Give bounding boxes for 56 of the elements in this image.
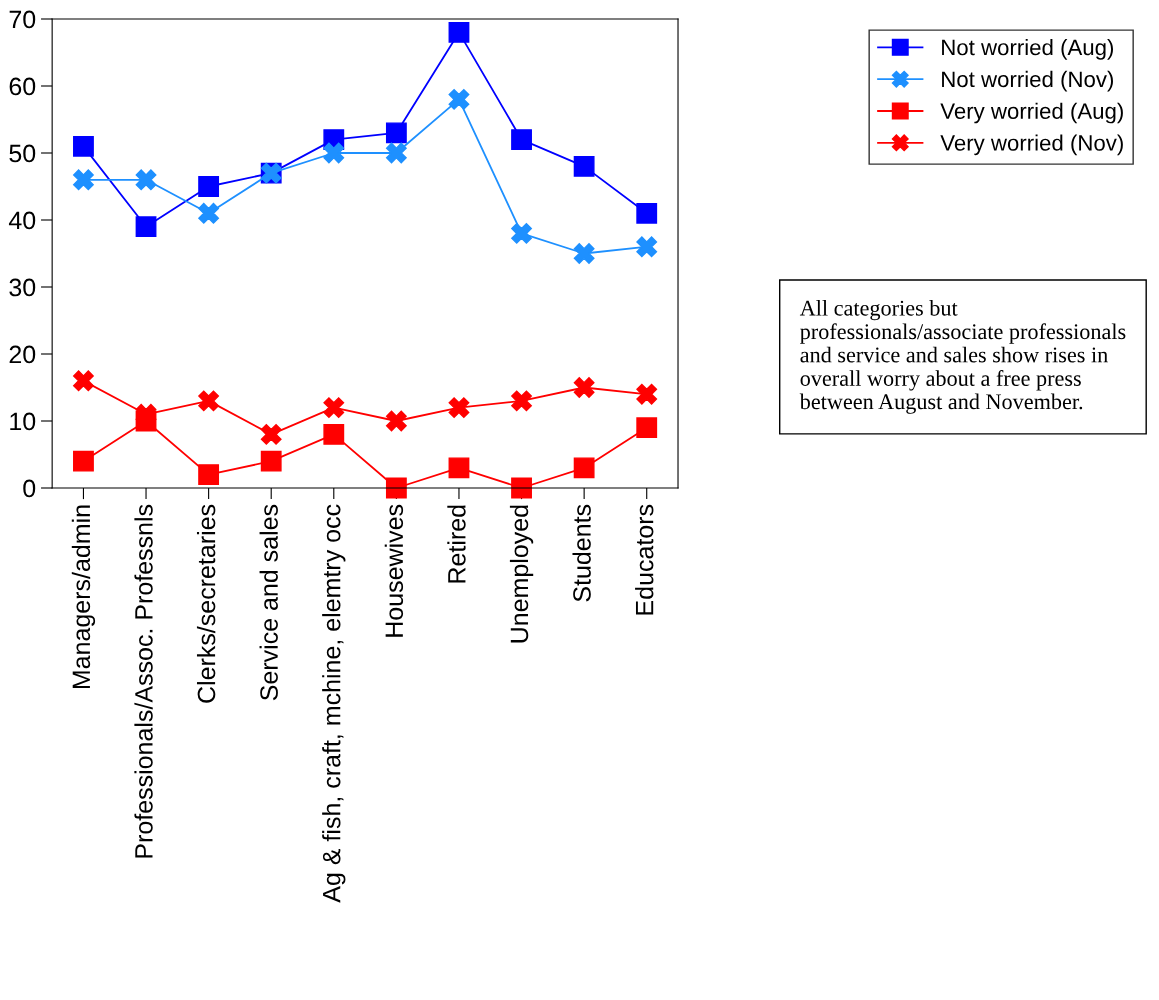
point [636,202,658,224]
point [573,155,595,177]
point [511,222,532,244]
point [73,370,94,392]
x-tick-label: Service and sales [259,504,278,701]
point [260,423,282,445]
point [198,390,220,412]
x-tick-label: Professionals/Assoc. Professnls [134,504,153,858]
point [323,142,345,164]
point [511,390,532,412]
point [636,383,658,405]
point [448,88,470,110]
x-tick-label: Clerks/secretaries [196,504,216,703]
legend-label: Not worried (Nov) [942,70,1113,92]
x-tick-label: Ag & fish, craft, mchine, elemtry occ [322,504,346,903]
x-tick-label: Housewives [384,504,404,637]
legend-label: Very worried (Nov) [940,134,1123,156]
y-tick-label: 70 [9,10,36,29]
point [73,169,94,191]
point [135,169,157,191]
point [385,142,407,164]
point [448,457,470,479]
x-tick-label: Educators [635,504,654,615]
y-tick-label: 0 [23,479,36,498]
point [73,450,94,472]
x-tick-label: Students [572,504,591,602]
point [448,21,470,43]
point [573,457,595,479]
point [323,423,345,445]
point [448,397,470,419]
point [198,464,220,486]
point [636,417,658,439]
point [323,397,345,419]
point [135,216,157,238]
legend-label: Not worried (Aug) [942,39,1114,60]
point [198,176,220,197]
point [511,129,532,151]
y-tick-label: 40 [8,211,36,230]
point [385,122,407,144]
legend-label: Very worried (Aug) [940,102,1123,124]
y-tick-label: 20 [9,345,36,364]
y-tick-label: 60 [9,77,36,96]
point [385,410,407,432]
point [260,450,282,472]
x-tick-label: Retired [447,505,466,583]
point [73,135,94,157]
y-tick-label: 10 [10,412,36,431]
point [636,236,658,258]
point [573,243,595,264]
y-tick-label: 30 [9,278,36,297]
point [573,377,595,398]
x-tick-label: Managers/admin [71,505,96,689]
point [198,202,220,224]
x-tick-label: Unemployed [509,505,534,643]
y-tick-label: 50 [9,144,36,163]
text: All categories but professionals/associate professionals and service and sales show rises in overall worry about a free press between August and November. [799,300,1126,414]
